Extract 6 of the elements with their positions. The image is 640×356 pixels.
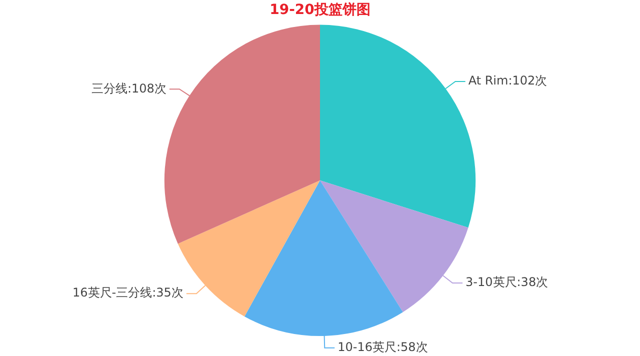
chart-title: 19-20投篮饼图	[270, 2, 370, 18]
slice-label: 16英尺-三分线:35次	[72, 286, 184, 300]
slice-label: 3-10英尺:38次	[466, 275, 548, 290]
slice-label: 三分线:108次	[91, 81, 166, 96]
slice-label: 10-16英尺:58次	[338, 340, 428, 354]
slice-label: At Rim:102次	[468, 74, 548, 88]
